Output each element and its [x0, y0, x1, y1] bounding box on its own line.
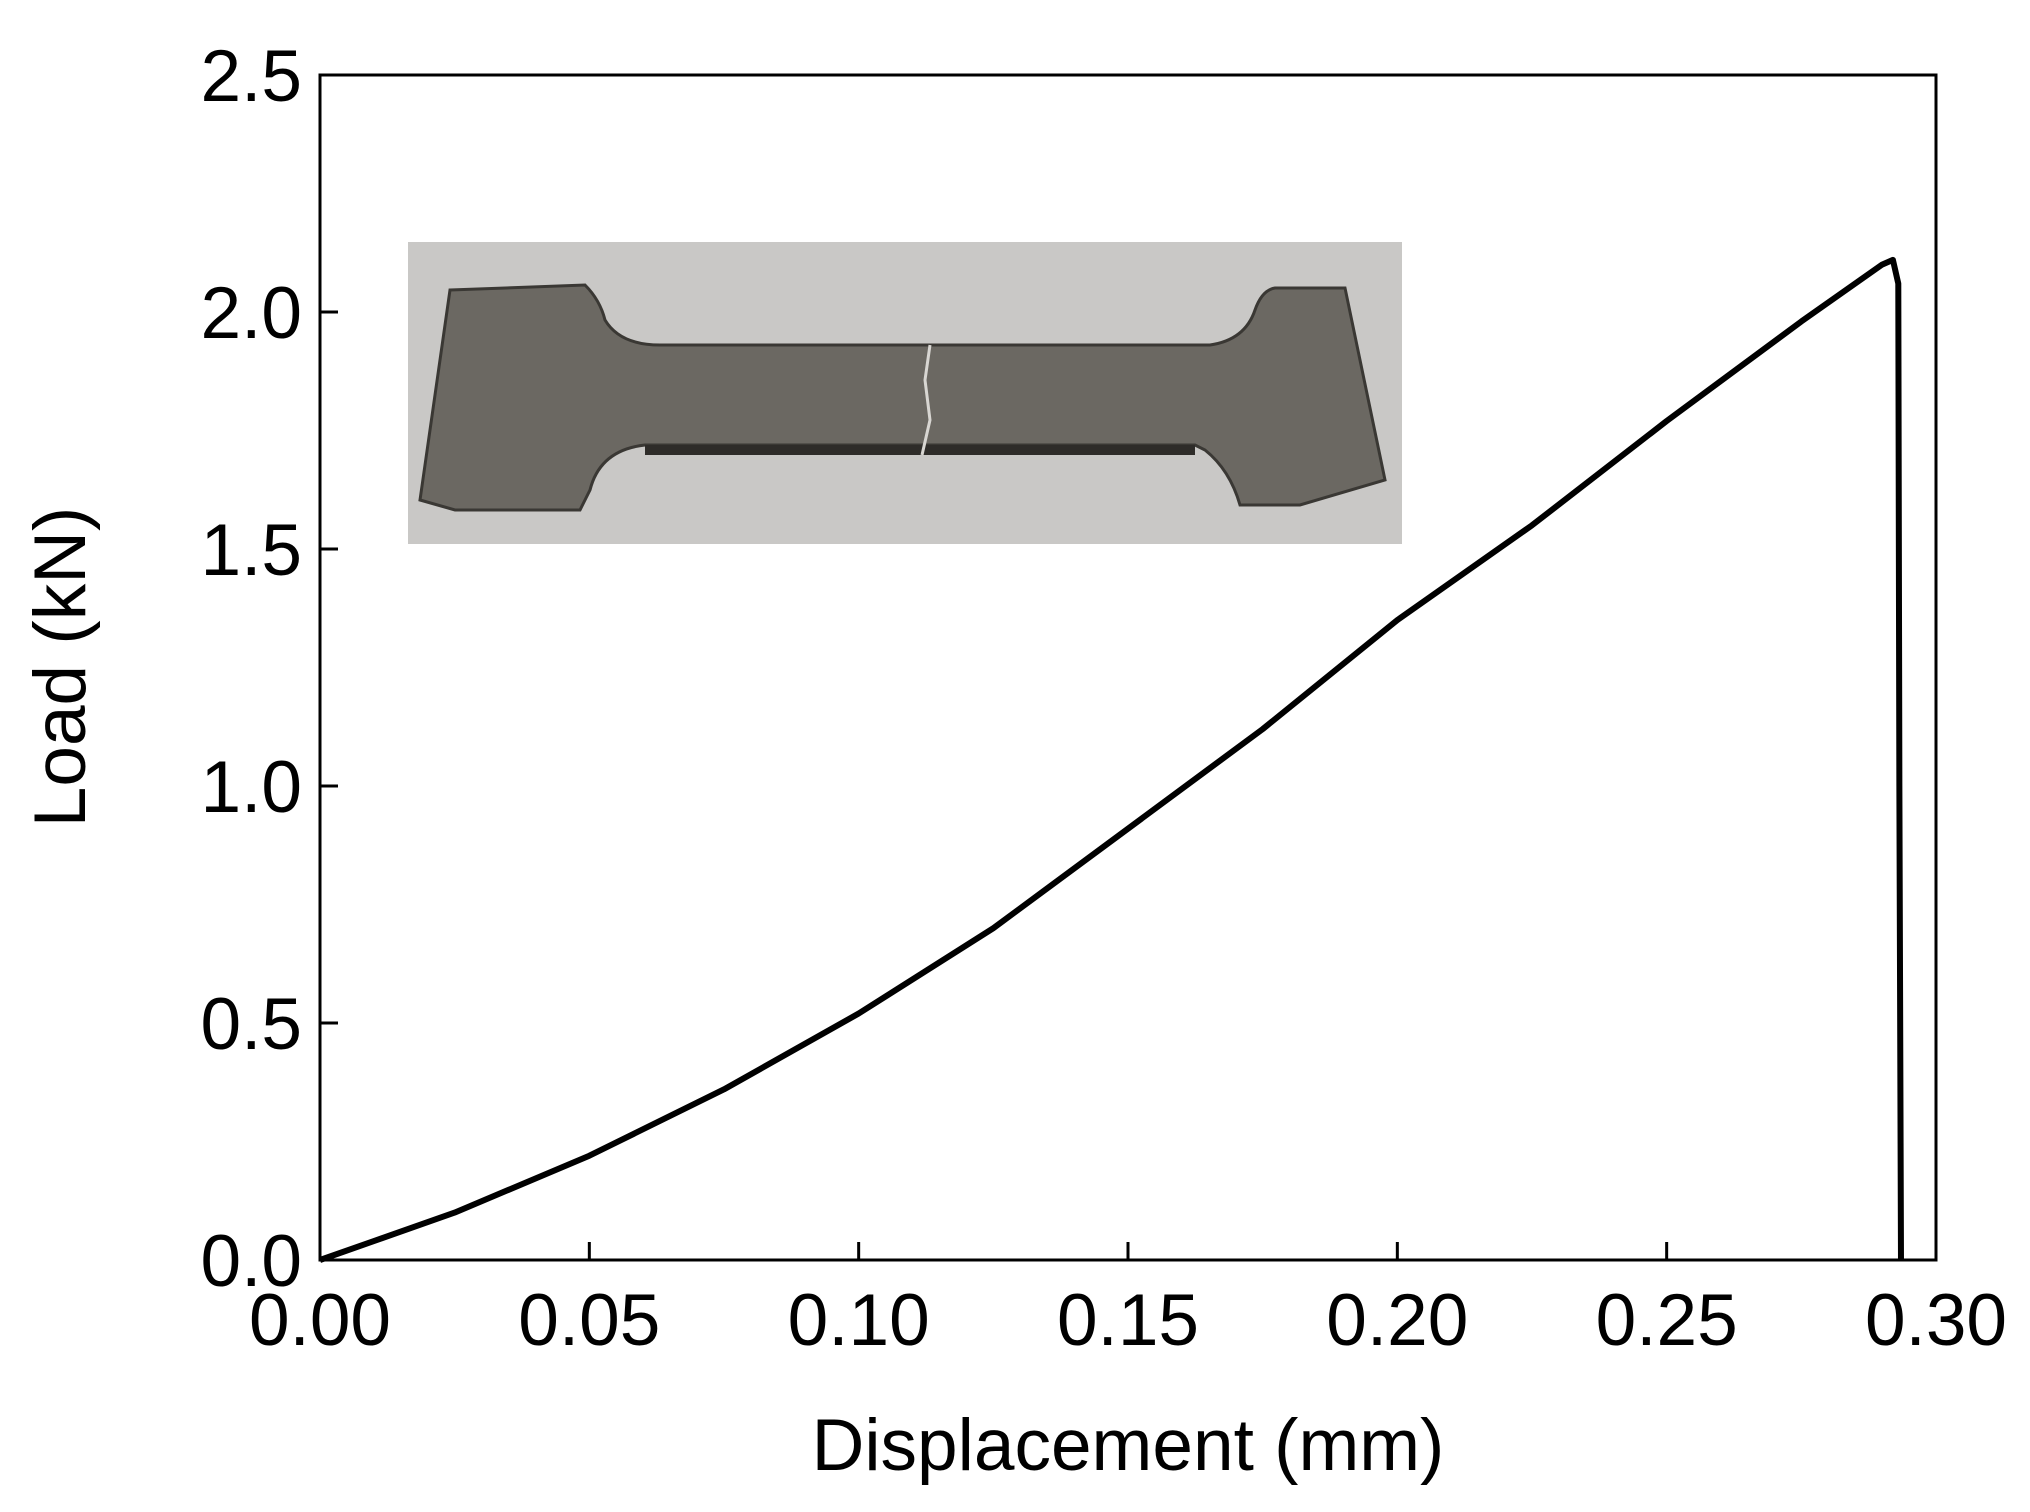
x-tick-label: 0.05 [518, 1280, 660, 1361]
x-tick-label: 0.10 [788, 1280, 930, 1361]
y-tick-label: 1.0 [201, 747, 302, 828]
x-tick-label: 0.00 [249, 1280, 391, 1361]
x-axis-title: Displacement (mm) [812, 1405, 1445, 1486]
y-tick-label: 0.0 [201, 1221, 302, 1302]
y-axis-title: Load (kN) [20, 507, 101, 828]
x-tick-label: 0.15 [1057, 1280, 1199, 1361]
inset-photo [408, 242, 1402, 544]
y-tick-label: 0.5 [201, 984, 302, 1065]
y-tick-label: 1.5 [201, 510, 302, 591]
x-tick-label: 0.20 [1326, 1280, 1468, 1361]
y-tick-label: 2.0 [201, 273, 302, 354]
y-tick-label: 2.5 [201, 36, 302, 117]
data-line [319, 256, 1904, 1263]
x-tick-label: 0.30 [1865, 1280, 2007, 1361]
x-tick-label: 0.25 [1596, 1280, 1738, 1361]
